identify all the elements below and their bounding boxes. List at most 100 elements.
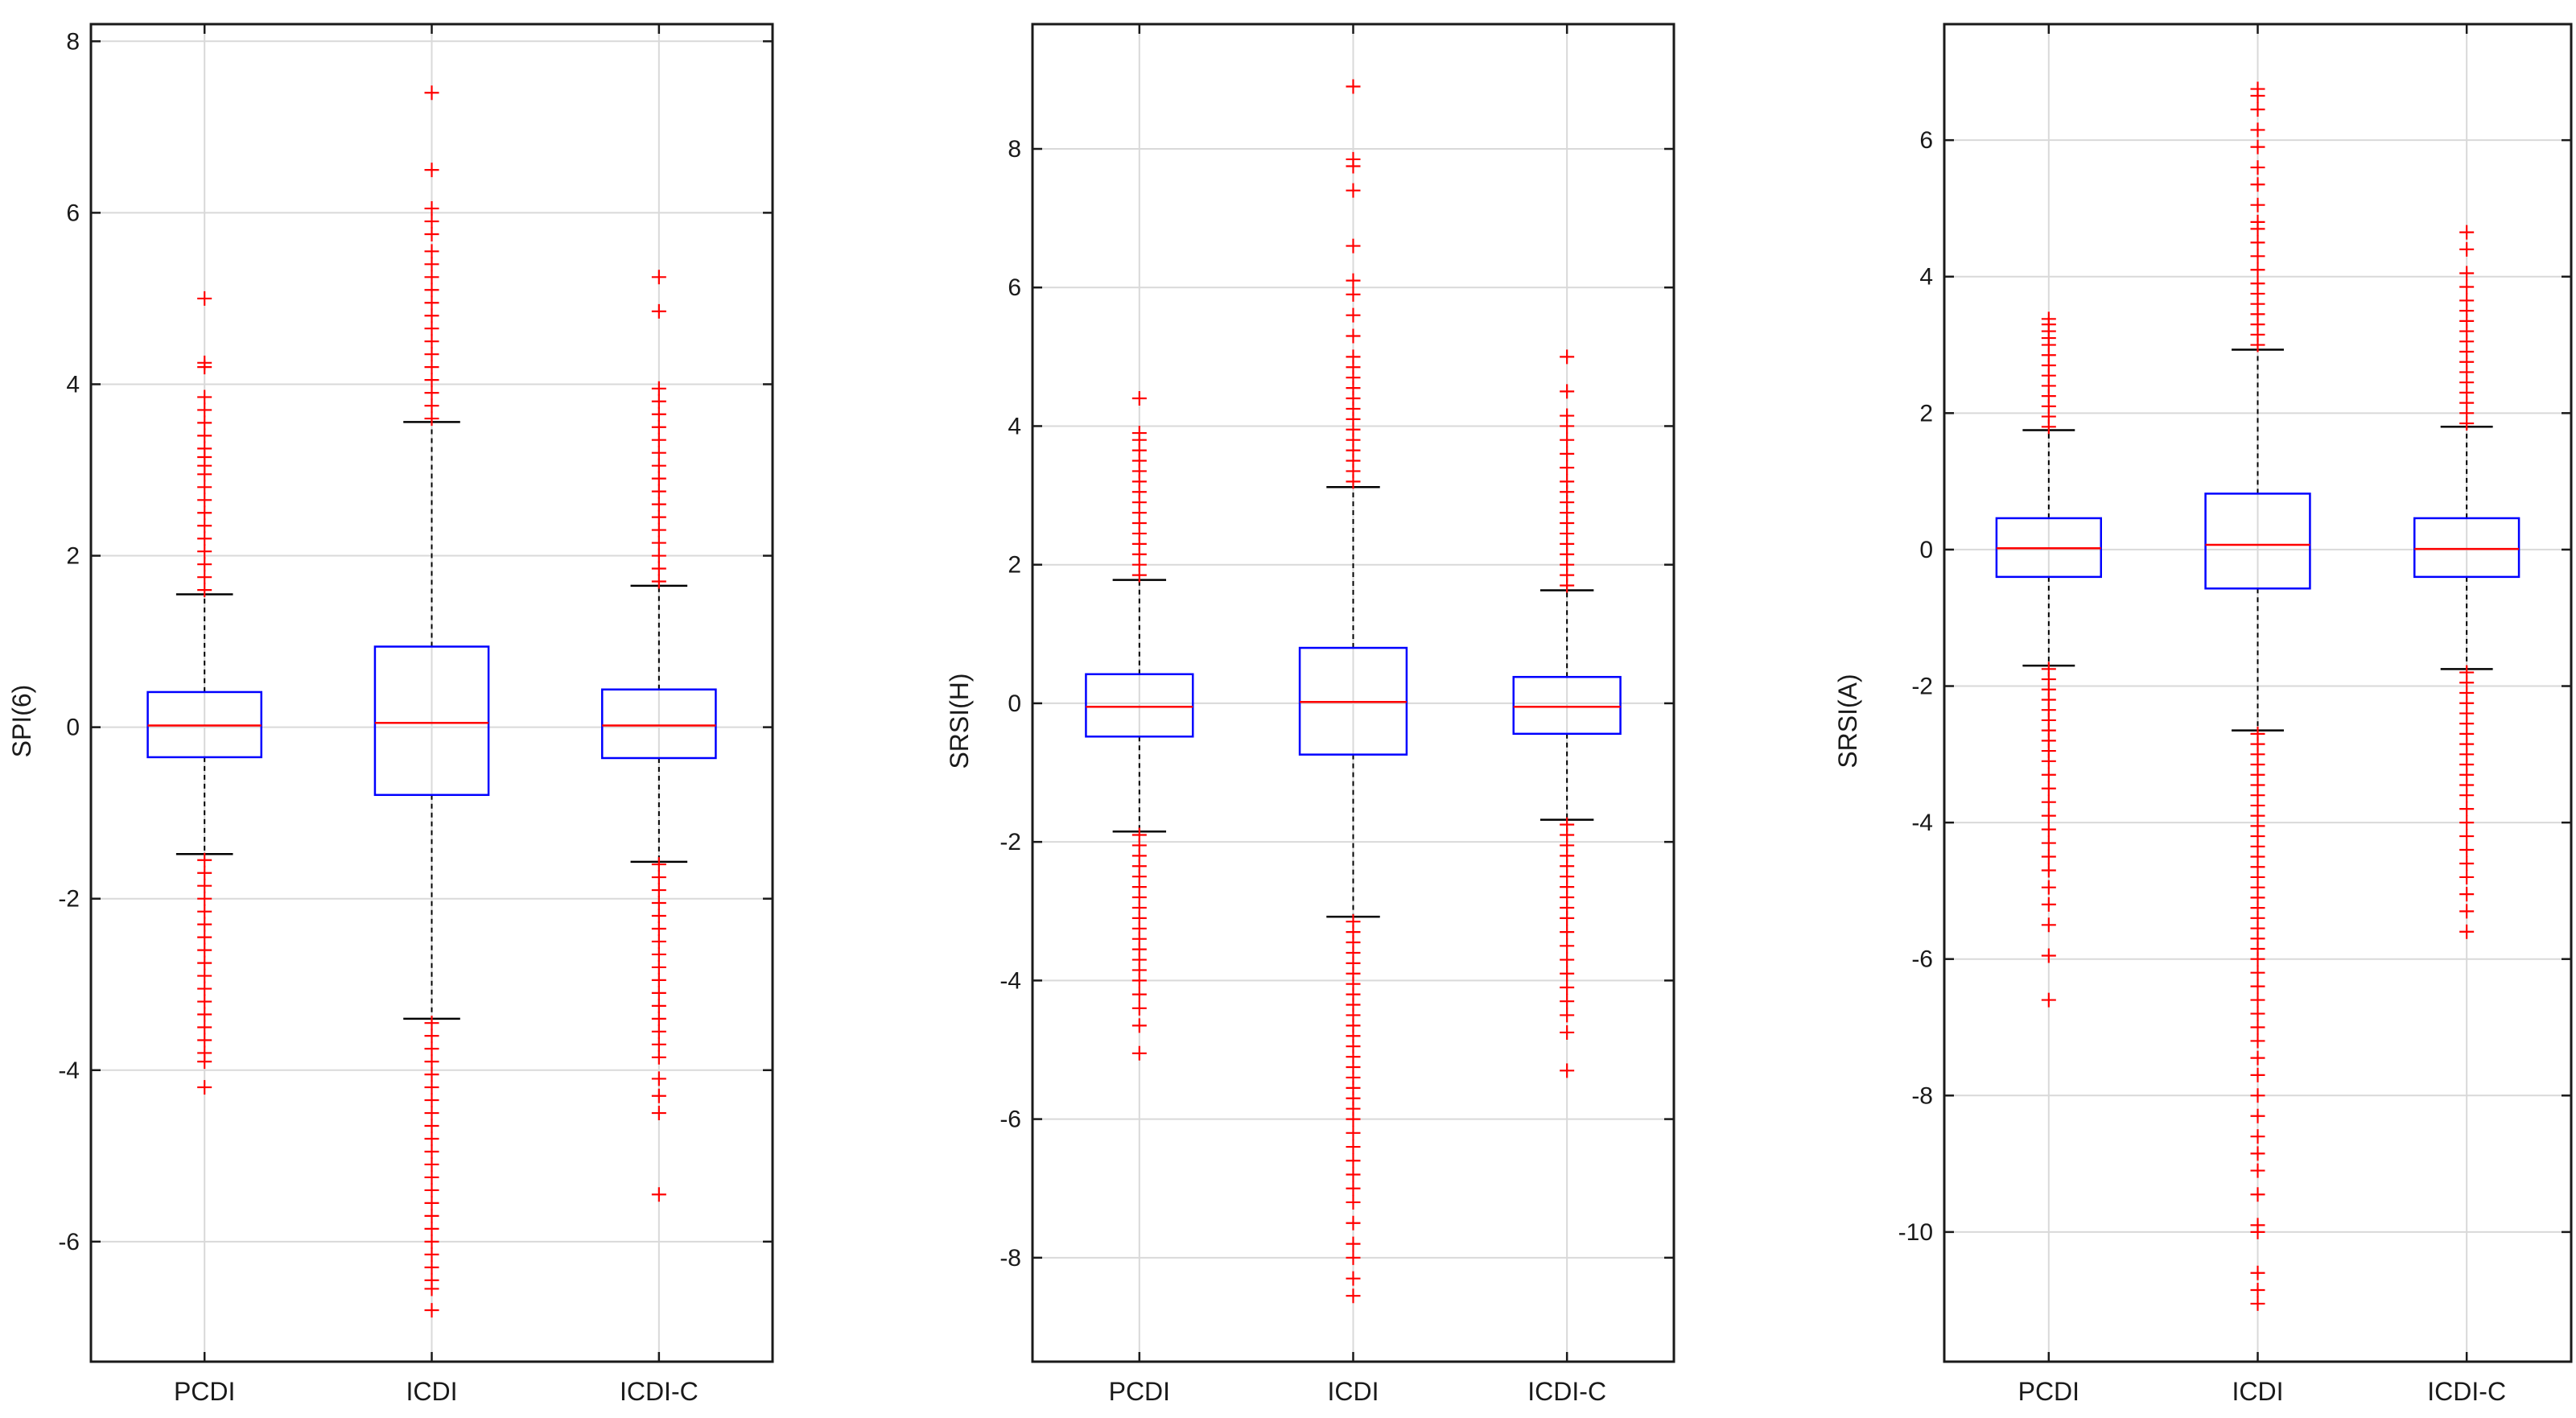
outlier-point	[1346, 1111, 1361, 1127]
x-tick-label: PCDI	[2018, 1377, 2079, 1406]
outlier-point	[424, 227, 439, 242]
outlier-point	[1346, 1288, 1361, 1304]
outlier-point	[197, 1020, 212, 1035]
outlier-point	[197, 994, 212, 1009]
outlier-point	[197, 891, 212, 906]
outlier-point	[1560, 432, 1575, 447]
outlier-point	[424, 1106, 439, 1121]
outlier-point	[424, 1247, 439, 1262]
outlier-point	[651, 985, 666, 1000]
outlier-point	[2250, 1187, 2265, 1202]
outlier-point	[2459, 843, 2475, 858]
outlier-point	[651, 1011, 666, 1026]
y-tick-label: 6	[1008, 274, 1021, 301]
outlier-point	[1131, 987, 1147, 1002]
outlier-point	[2250, 992, 2265, 1008]
outlier-point	[651, 1106, 666, 1121]
outlier-point	[424, 1080, 439, 1095]
outlier-point	[651, 406, 666, 422]
outlier-point	[197, 355, 212, 370]
outlier-point	[1131, 426, 1147, 441]
outlier-point	[424, 1208, 439, 1223]
outlier-point	[197, 1033, 212, 1048]
outlier-point	[424, 321, 439, 336]
outlier-point	[1346, 1194, 1361, 1210]
outlier-point	[2250, 262, 2265, 278]
iqr-box	[601, 688, 717, 760]
outlier-point	[197, 981, 212, 996]
outlier-point	[197, 955, 212, 971]
outlier-point	[197, 402, 212, 418]
outlier-point	[2250, 249, 2265, 264]
y-tick-label: 8	[1008, 136, 1021, 163]
outlier-point	[2459, 241, 2475, 257]
y-tick-label: -4	[1911, 810, 1933, 836]
outlier-point	[1346, 183, 1361, 198]
outlier-point	[2459, 904, 2475, 919]
outlier-point	[651, 998, 666, 1013]
outlier-point	[651, 471, 666, 486]
outlier-point	[197, 583, 212, 598]
outlier-point	[424, 360, 439, 375]
outlier-point	[1346, 238, 1361, 254]
outlier-point	[2459, 266, 2475, 281]
outlier-point	[651, 548, 666, 563]
y-tick-label: 0	[1008, 690, 1021, 717]
outlier-point	[1560, 910, 1575, 925]
x-tick-label: ICDI-C	[620, 1377, 699, 1406]
outlier-point	[2459, 855, 2475, 871]
y-tick-label: -2	[58, 886, 80, 913]
y-tick-label: -2	[1911, 674, 1933, 700]
outlier-point	[424, 1156, 439, 1172]
outlier-point	[2459, 279, 2475, 295]
outlier-point	[2041, 992, 2056, 1008]
x-tick-label: ICDI	[2232, 1377, 2284, 1406]
outlier-point	[197, 291, 212, 306]
x-tick-label: PCDI	[174, 1377, 235, 1406]
outlier-point	[2250, 235, 2265, 250]
outlier-point	[1346, 1215, 1361, 1230]
outlier-point	[424, 398, 439, 414]
y-tick-label: 2	[1919, 400, 1933, 427]
outlier-point	[651, 1024, 666, 1039]
iqr-box	[373, 645, 490, 797]
outlier-point	[651, 1187, 666, 1202]
outlier-point	[2041, 849, 2056, 864]
outlier-point	[1346, 1236, 1361, 1251]
y-tick-label: -8	[1911, 1082, 1933, 1109]
outlier-point	[1346, 286, 1361, 302]
outlier-point	[2041, 835, 2056, 851]
outlier-point	[424, 1041, 439, 1057]
axes-frame	[1031, 23, 1675, 1363]
outlier-point	[197, 968, 212, 983]
outlier-point	[424, 1169, 439, 1185]
outlier-point	[2250, 139, 2265, 155]
outlier-point	[651, 972, 666, 987]
outlier-point	[651, 909, 666, 923]
outlier-point	[2041, 897, 2056, 912]
outlier-point	[1346, 349, 1361, 365]
outlier-point	[1346, 1250, 1361, 1265]
y-tick-label: -6	[1911, 946, 1933, 973]
outlier-point	[197, 505, 212, 521]
box-icdi-c	[2413, 225, 2520, 939]
outlier-point	[424, 334, 439, 349]
outlier-point	[2041, 822, 2056, 837]
outlier-point	[197, 390, 212, 405]
outlier-point	[1346, 151, 1361, 167]
box-pcdi	[146, 291, 262, 1095]
outlier-point	[1346, 307, 1361, 323]
outlier-point	[2041, 311, 2056, 327]
y-tick-label: -2	[999, 829, 1021, 855]
outlier-point	[197, 930, 212, 945]
outlier-point	[424, 1144, 439, 1159]
outlier-point	[424, 1182, 439, 1197]
outlier-point	[197, 852, 212, 868]
outlier-point	[651, 946, 666, 962]
outlier-point	[2250, 276, 2265, 291]
outlier-point	[2250, 1224, 2265, 1239]
outlier-point	[1560, 938, 1575, 954]
outlier-point	[424, 1303, 439, 1318]
outlier-point	[651, 381, 666, 396]
y-tick-label: 4	[66, 371, 80, 398]
